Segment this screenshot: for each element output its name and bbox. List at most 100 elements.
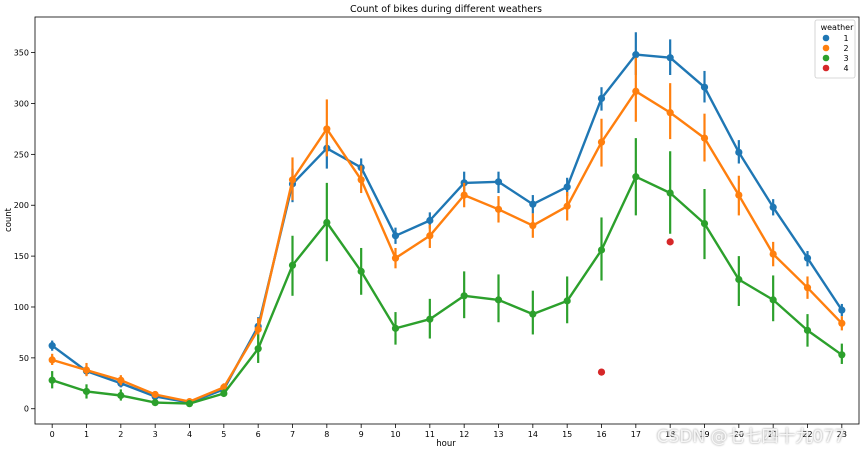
x-tick-label: 7 — [290, 430, 295, 439]
data-point — [803, 254, 812, 262]
x-tick-label: 1 — [84, 430, 89, 439]
x-tick-label: 9 — [359, 430, 364, 439]
data-point — [254, 345, 262, 353]
series-2 — [48, 57, 846, 406]
x-tick-label: 19 — [699, 430, 709, 439]
data-point — [529, 221, 537, 230]
data-point — [666, 54, 674, 62]
y-tick-label: 200 — [14, 201, 29, 210]
legend-marker-4 — [822, 64, 830, 72]
x-tick-label: 12 — [459, 430, 469, 439]
x-tick-label: 22 — [802, 430, 812, 439]
data-point — [82, 387, 91, 396]
data-point — [838, 306, 846, 314]
data-point — [597, 94, 606, 102]
data-point — [288, 261, 297, 269]
data-point — [700, 83, 709, 91]
data-point — [391, 324, 400, 332]
y-axis: 0 50 100 150 200 250 300 350 — [14, 49, 35, 414]
x-tick-label: 4 — [187, 430, 192, 439]
data-point — [803, 326, 812, 334]
data-point — [151, 390, 159, 399]
data-point — [48, 342, 56, 350]
data-point — [666, 238, 674, 246]
data-point — [288, 176, 297, 184]
series-line — [51, 90, 843, 403]
data-point — [185, 400, 194, 408]
data-point — [632, 51, 640, 59]
watermark: CSDN @七七四十九077 — [656, 427, 845, 447]
data-point — [117, 391, 125, 400]
x-tick-label: 16 — [596, 430, 606, 439]
data-point — [494, 205, 503, 213]
legend-marker-3 — [822, 54, 830, 62]
data-point — [460, 292, 468, 300]
data-point — [82, 366, 91, 374]
legend-box — [814, 19, 856, 79]
x-tick-label: 13 — [493, 430, 503, 439]
x-tick-label: 10 — [390, 430, 400, 439]
data-point — [494, 296, 503, 304]
series-line — [51, 53, 843, 404]
data-point — [254, 325, 262, 333]
data-point — [803, 284, 812, 292]
data-point — [117, 376, 125, 384]
y-tick-label: 100 — [14, 303, 29, 312]
data-point — [666, 109, 674, 117]
data-point — [426, 315, 434, 323]
data-point — [391, 232, 400, 240]
data-point — [632, 173, 640, 181]
series-layer — [48, 32, 846, 408]
data-point — [838, 351, 846, 359]
data-point — [48, 376, 56, 384]
y-tick-label: 150 — [14, 252, 29, 261]
data-point — [357, 267, 365, 275]
data-point — [460, 191, 468, 199]
data-point — [494, 178, 503, 186]
legend-marker-2 — [822, 44, 830, 52]
data-point — [735, 191, 743, 199]
data-point — [323, 218, 331, 227]
x-tick-label: 20 — [734, 430, 744, 439]
series-line — [51, 175, 843, 405]
y-tick-label: 0 — [24, 405, 29, 414]
x-tick-label: 8 — [324, 430, 329, 439]
data-point — [700, 219, 709, 228]
x-tick-label: 6 — [256, 430, 261, 439]
data-point — [151, 399, 159, 407]
data-point — [632, 87, 640, 95]
data-point — [529, 310, 537, 318]
data-point — [700, 134, 709, 142]
data-point — [735, 275, 743, 284]
x-tick-label: 23 — [837, 430, 847, 439]
plot-frame — [34, 16, 860, 425]
data-point — [220, 389, 228, 398]
data-point — [529, 200, 537, 208]
data-point — [563, 202, 571, 210]
y-tick-label: 50 — [19, 354, 29, 363]
x-tick-label: 2 — [118, 430, 123, 439]
y-tick-label: 250 — [14, 150, 29, 159]
x-tick-label: 18 — [665, 430, 675, 439]
y-tick-label: 350 — [14, 49, 29, 58]
legend-label-4: 4 — [843, 64, 848, 73]
chart-title: Count of bikes during different weathers — [350, 4, 542, 15]
legend-label-3: 3 — [843, 54, 848, 63]
data-point — [357, 176, 365, 184]
x-tick-label: 15 — [562, 430, 572, 439]
x-tick-label: 5 — [221, 430, 226, 439]
data-point — [563, 297, 571, 305]
data-point — [563, 183, 571, 191]
x-tick-label: 3 — [153, 430, 158, 439]
series-4 — [597, 238, 674, 376]
legend-label-2: 2 — [843, 44, 848, 53]
data-point — [597, 138, 606, 146]
data-point — [838, 319, 846, 327]
legend-label-1: 1 — [843, 34, 848, 43]
y-tick-label: 300 — [14, 99, 29, 108]
x-tick-label: 11 — [425, 430, 435, 439]
data-point — [597, 246, 606, 254]
series-1 — [48, 32, 846, 407]
